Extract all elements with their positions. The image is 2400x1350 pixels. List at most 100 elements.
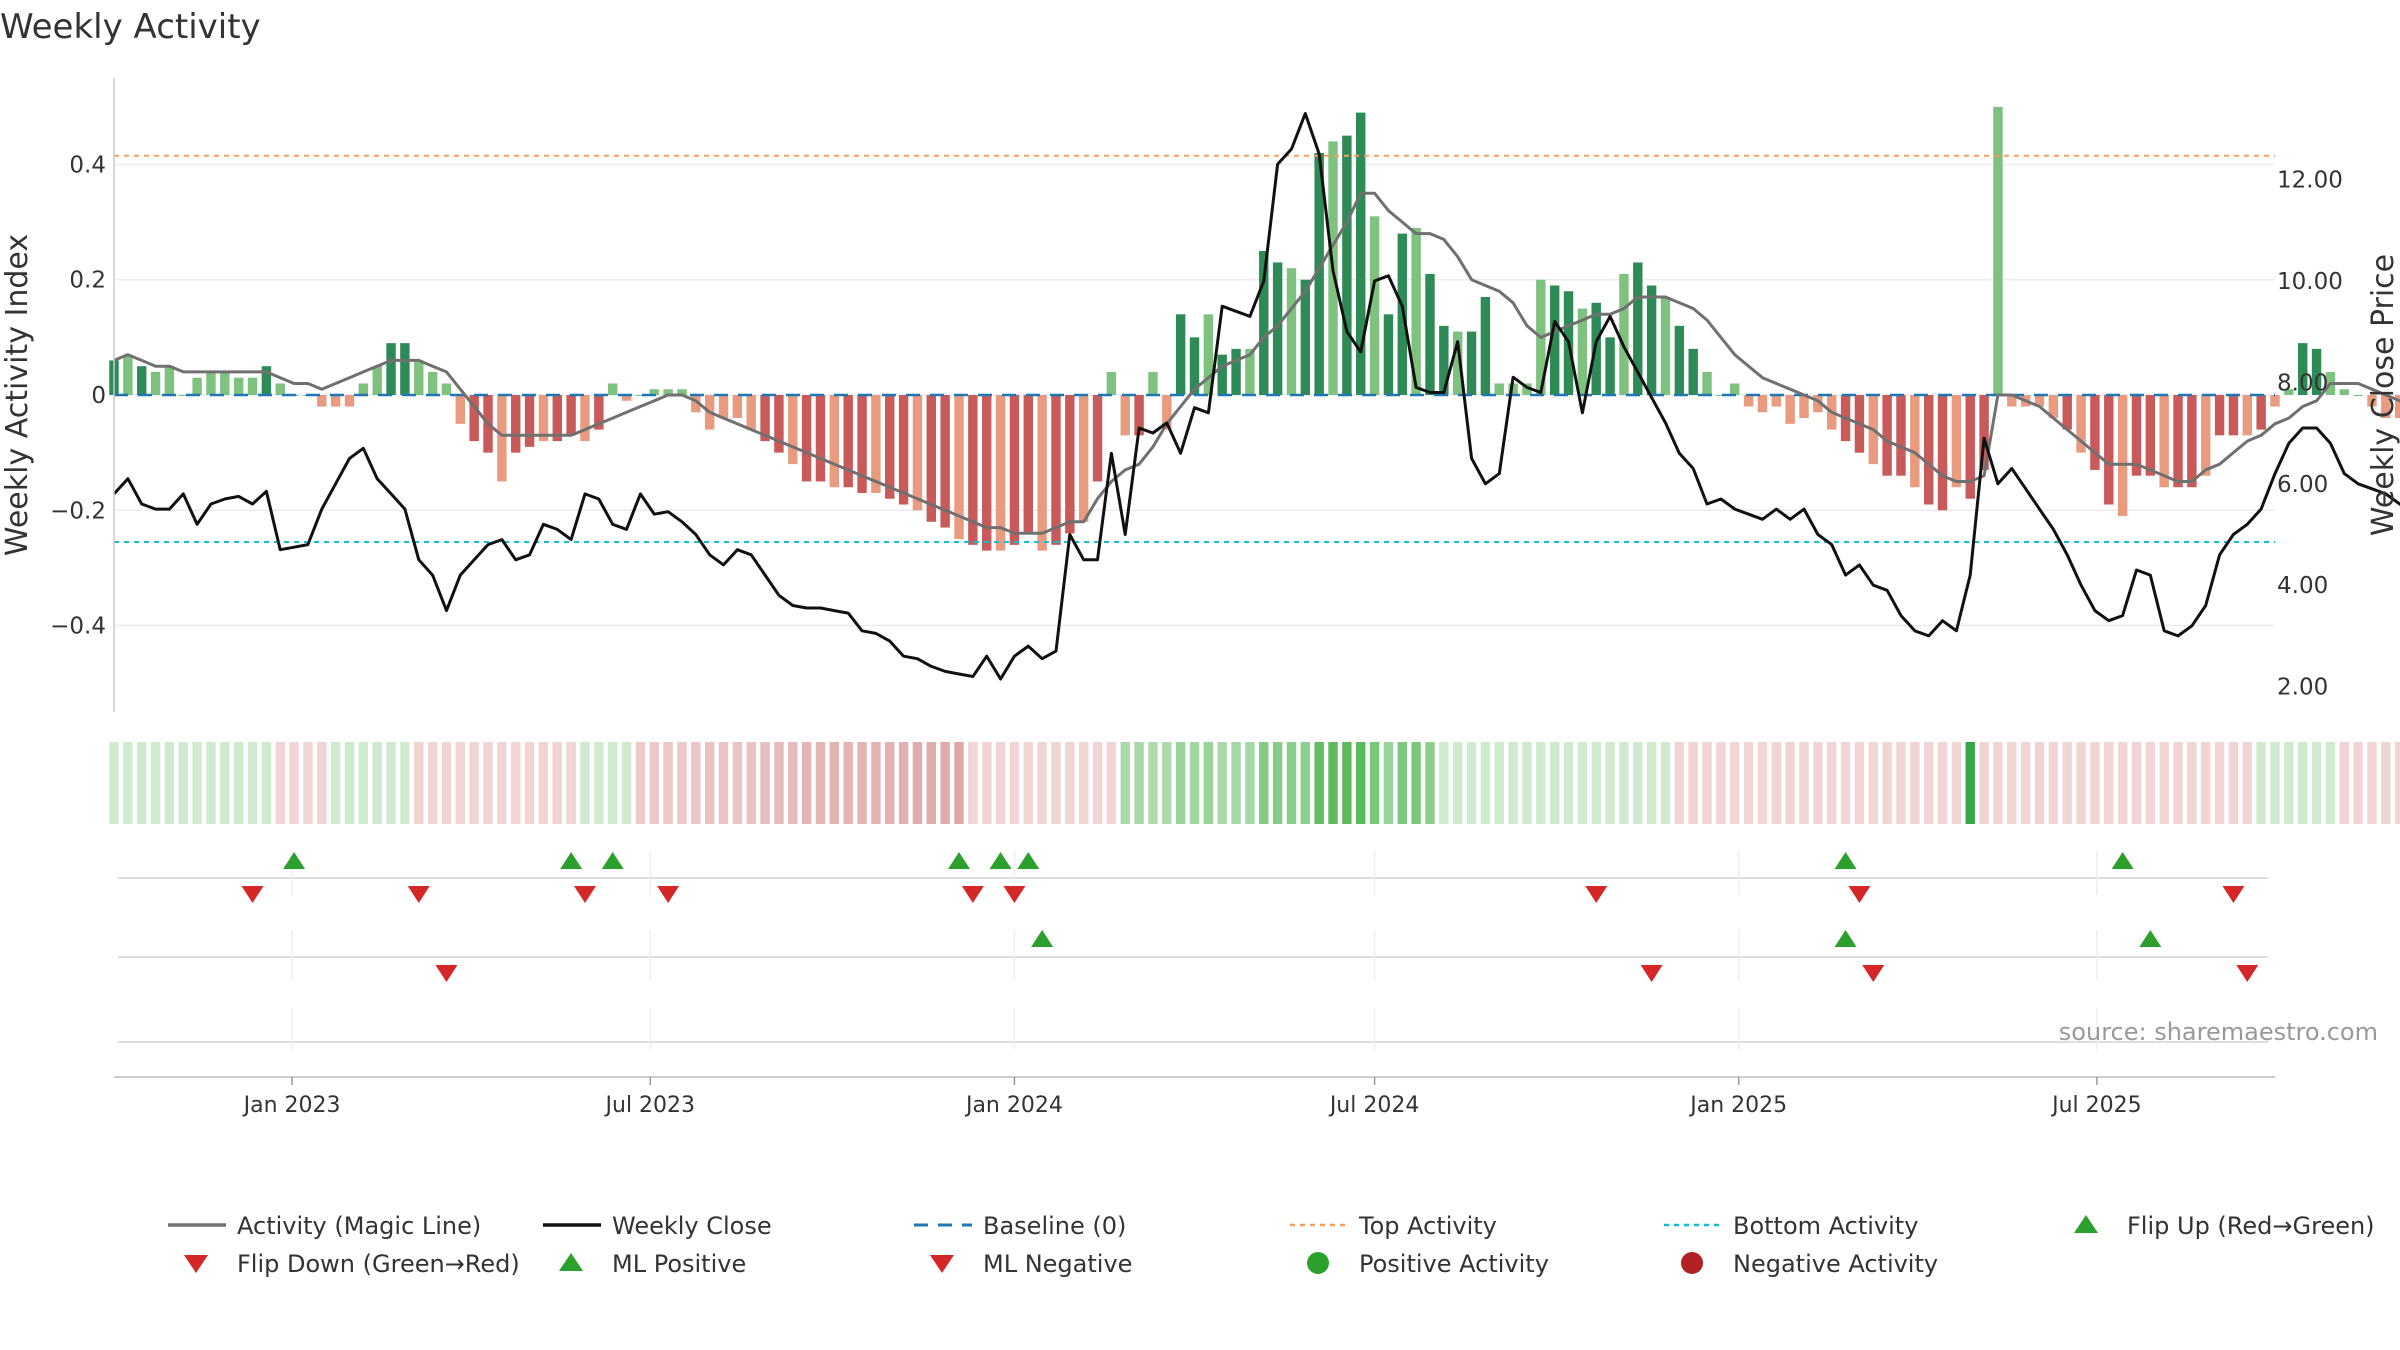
strip-cell xyxy=(511,742,521,824)
activity-bar xyxy=(469,395,479,442)
legend-item: Baseline (0) xyxy=(914,1212,1126,1240)
activity-bar xyxy=(261,366,272,395)
activity-bar xyxy=(330,395,341,407)
legend-swatch xyxy=(2074,1215,2098,1233)
flip-up-marker xyxy=(283,852,306,869)
strip-cell xyxy=(954,742,964,824)
activity-bar xyxy=(566,395,576,436)
flip-down-marker xyxy=(1585,886,1608,903)
strip-cell xyxy=(1813,742,1823,824)
strip-cell xyxy=(303,742,313,824)
strip-cell xyxy=(1175,742,1186,824)
strip-cell xyxy=(898,742,909,824)
y-axis-label: Weekly Activity Index xyxy=(0,234,35,556)
strip-cell xyxy=(691,742,701,824)
strip-cell xyxy=(1605,742,1615,824)
flip-down-marker xyxy=(241,886,264,903)
strip-cell xyxy=(1522,742,1532,824)
strip-cell xyxy=(1743,742,1754,824)
strip-cell xyxy=(704,742,715,824)
strip-cell xyxy=(178,742,188,824)
activity-bar xyxy=(1411,227,1421,395)
strip-cell xyxy=(2104,742,2114,824)
strip-cell xyxy=(1356,742,1366,824)
activity-bar xyxy=(2131,395,2142,476)
activity-bar xyxy=(1951,395,1962,488)
activity-bar xyxy=(1369,216,1380,395)
activity-bar xyxy=(1383,314,1394,395)
strip-cell xyxy=(1120,742,1130,824)
strip-cell xyxy=(414,742,424,824)
y-tick-label: −0.4 xyxy=(50,614,106,640)
x-tick-label: Jan 2024 xyxy=(964,1093,1063,1118)
activity-bar xyxy=(497,395,507,482)
strip-cell xyxy=(940,742,950,824)
strip-cell xyxy=(1162,742,1172,824)
legend-label: Flip Up (Red→Green) xyxy=(2127,1212,2375,1240)
activity-bar xyxy=(233,377,244,395)
strip-cell xyxy=(427,742,438,824)
strip-cell xyxy=(233,742,244,824)
strip-cell xyxy=(621,742,632,824)
activity-bar xyxy=(1910,395,1920,488)
activity-bar xyxy=(857,395,867,493)
strip-cell xyxy=(2394,742,2400,824)
activity-bar xyxy=(344,395,355,407)
strip-cell xyxy=(137,742,147,824)
strip-cell xyxy=(1563,742,1574,824)
strip-cell xyxy=(1439,742,1449,824)
flip-down-marker xyxy=(657,886,680,903)
activity-bar xyxy=(150,371,161,395)
activity-bar xyxy=(275,383,285,395)
strip-cell xyxy=(843,742,853,824)
legend-label: Negative Activity xyxy=(1733,1250,1938,1278)
activity-bar xyxy=(1439,325,1449,395)
strip-cell xyxy=(2076,742,2086,824)
strip-cell xyxy=(2201,742,2211,824)
activity-bar xyxy=(2394,395,2400,419)
activity-heat-strip xyxy=(109,742,2400,824)
strip-cell xyxy=(1397,742,1407,824)
strip-cell xyxy=(774,742,784,824)
y-tick-label: 0.2 xyxy=(69,268,106,294)
legend-label: Flip Down (Green→Red) xyxy=(237,1250,520,1278)
strip-cell xyxy=(1037,742,1047,824)
legend-item: ML Negative xyxy=(930,1250,1132,1278)
strip-cell xyxy=(2090,742,2100,824)
legend-swatch xyxy=(930,1255,954,1273)
flip-down-marker xyxy=(1848,886,1871,903)
x-tick-label: Jan 2025 xyxy=(1688,1093,1787,1118)
strip-cell xyxy=(1840,742,1851,824)
strip-cell xyxy=(649,742,659,824)
activity-bar xyxy=(1356,112,1366,395)
flip-down-marker xyxy=(573,886,596,903)
legend-item: Flip Up (Red→Green) xyxy=(2074,1212,2375,1240)
strip-cell xyxy=(330,742,341,824)
strip-cell xyxy=(1923,742,1934,824)
strip-cell xyxy=(317,742,327,824)
activity-bar xyxy=(885,395,895,499)
strip-cell xyxy=(150,742,161,824)
strip-cell xyxy=(2367,742,2377,824)
legend-item: Top Activity xyxy=(1290,1212,1497,1240)
x-tick-label: Jul 2023 xyxy=(604,1093,696,1118)
strip-cell xyxy=(469,742,479,824)
strip-cell xyxy=(2062,742,2072,824)
legend-item: Activity (Magic Line) xyxy=(168,1212,481,1240)
strip-cell xyxy=(1577,742,1588,824)
activity-bar xyxy=(912,395,923,511)
strip-cell xyxy=(1369,742,1380,824)
activity-bar xyxy=(1480,297,1491,395)
strip-cell xyxy=(2339,742,2349,824)
legend-item: Bottom Activity xyxy=(1664,1212,1918,1240)
flip-up-marker xyxy=(601,852,624,869)
activity-bar xyxy=(358,383,369,395)
strip-cell xyxy=(1203,742,1214,824)
activity-bar xyxy=(788,395,798,465)
legend-label: ML Positive xyxy=(612,1250,746,1278)
activity-bar xyxy=(843,395,853,488)
activity-bar xyxy=(511,395,521,453)
y2-tick-label: 8.00 xyxy=(2277,370,2328,396)
activity-bar xyxy=(968,395,978,545)
